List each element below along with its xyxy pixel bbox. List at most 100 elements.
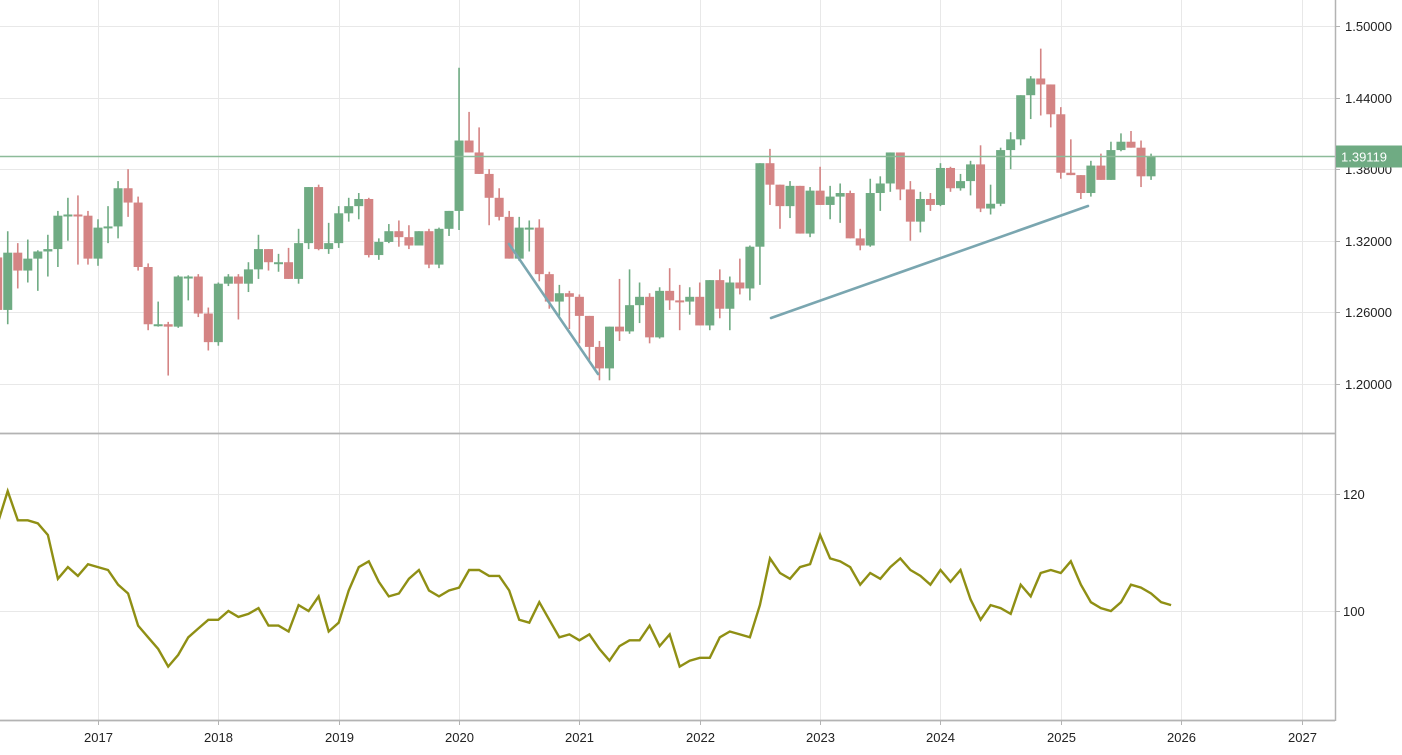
pane-frames (0, 0, 1337, 722)
price-tick-label: 1.50000 (1345, 19, 1392, 34)
candle (73, 195, 83, 265)
candle (695, 282, 705, 326)
candle (173, 275, 183, 328)
candle (735, 258, 745, 295)
year-tick-label: 2021 (565, 730, 594, 745)
candle (635, 282, 645, 324)
candle (1046, 84, 1056, 128)
candle (354, 193, 364, 220)
candlestick-series (0, 48, 1156, 381)
candle (825, 185, 835, 220)
candle (464, 111, 474, 153)
candle (534, 219, 544, 282)
year-tick-label: 2027 (1288, 730, 1317, 745)
price-tick-label: 1.32000 (1345, 234, 1392, 249)
candle (665, 268, 675, 310)
year-tick-label: 2024 (926, 730, 955, 745)
candle (855, 228, 865, 251)
candle (1076, 175, 1086, 199)
candle (925, 193, 935, 211)
candle (845, 190, 855, 239)
candle (274, 253, 284, 272)
candle (284, 247, 294, 279)
candle (414, 231, 424, 246)
trendlines[interactable] (507, 204, 1090, 376)
candle (364, 197, 374, 258)
candle (775, 184, 785, 229)
candle (23, 239, 33, 283)
candle (875, 176, 885, 211)
candle (785, 181, 795, 219)
candle (474, 127, 484, 174)
candle (494, 188, 504, 221)
candle (986, 184, 996, 215)
candle (444, 210, 454, 236)
candle (504, 210, 514, 259)
candle (815, 166, 825, 205)
candle (1026, 76, 1036, 120)
year-tick-label: 2019 (325, 730, 354, 745)
candle (233, 274, 243, 320)
candle (113, 181, 123, 239)
price-axis[interactable]: 1.500001.440001.380001.320001.260001.200… (1335, 19, 1392, 392)
candle (324, 222, 334, 254)
candle (885, 152, 895, 192)
candle (193, 274, 203, 318)
price-tick-label: 1.20000 (1345, 377, 1392, 392)
time-axis[interactable]: 2017 2018 2019 2020 2021 2022 2023 2024 2025 2026… (84, 720, 1317, 745)
candle (675, 284, 685, 331)
candle (424, 228, 434, 269)
candle (384, 224, 394, 244)
candle (163, 321, 173, 376)
year-tick-label: 2026 (1167, 730, 1196, 745)
candle (213, 282, 223, 346)
candle (895, 152, 905, 201)
candle (594, 340, 604, 381)
down-trendline[interactable] (507, 242, 600, 376)
candle (223, 274, 233, 287)
candle (1056, 107, 1066, 179)
candle (133, 196, 143, 271)
candle (123, 169, 133, 217)
candle (3, 231, 13, 325)
candle (564, 290, 574, 330)
candle (484, 169, 494, 226)
candle (0, 257, 3, 310)
candle (263, 249, 273, 271)
candle (53, 210, 63, 267)
candle (143, 263, 153, 331)
candle (253, 234, 263, 279)
oscillator-line (0, 487, 1172, 669)
candle (705, 280, 715, 331)
candle (314, 184, 324, 251)
candle (33, 250, 43, 291)
candle (805, 187, 815, 238)
candle (755, 163, 765, 285)
candle (1096, 153, 1106, 180)
oscillator-tick-label: 120 (1343, 487, 1365, 502)
candle (966, 160, 976, 196)
candle (514, 216, 524, 262)
candle (1016, 95, 1026, 146)
candle (183, 275, 193, 301)
candle (725, 276, 735, 331)
price-tick-label: 1.26000 (1345, 305, 1392, 320)
candle (454, 67, 464, 231)
up-trendline-1[interactable] (769, 204, 1090, 320)
candle (153, 301, 163, 327)
candle (103, 206, 113, 244)
candle (43, 234, 53, 277)
candle (1006, 132, 1016, 170)
candle (93, 219, 103, 266)
oscillator-axis[interactable]: 120 100 (1335, 487, 1365, 619)
candle (685, 287, 695, 315)
candle (574, 294, 584, 344)
candle (604, 326, 614, 381)
candle (996, 147, 1006, 207)
year-tick-label: 2023 (806, 730, 835, 745)
candle (524, 220, 534, 252)
candle (745, 245, 755, 301)
year-tick-label: 2022 (686, 730, 715, 745)
